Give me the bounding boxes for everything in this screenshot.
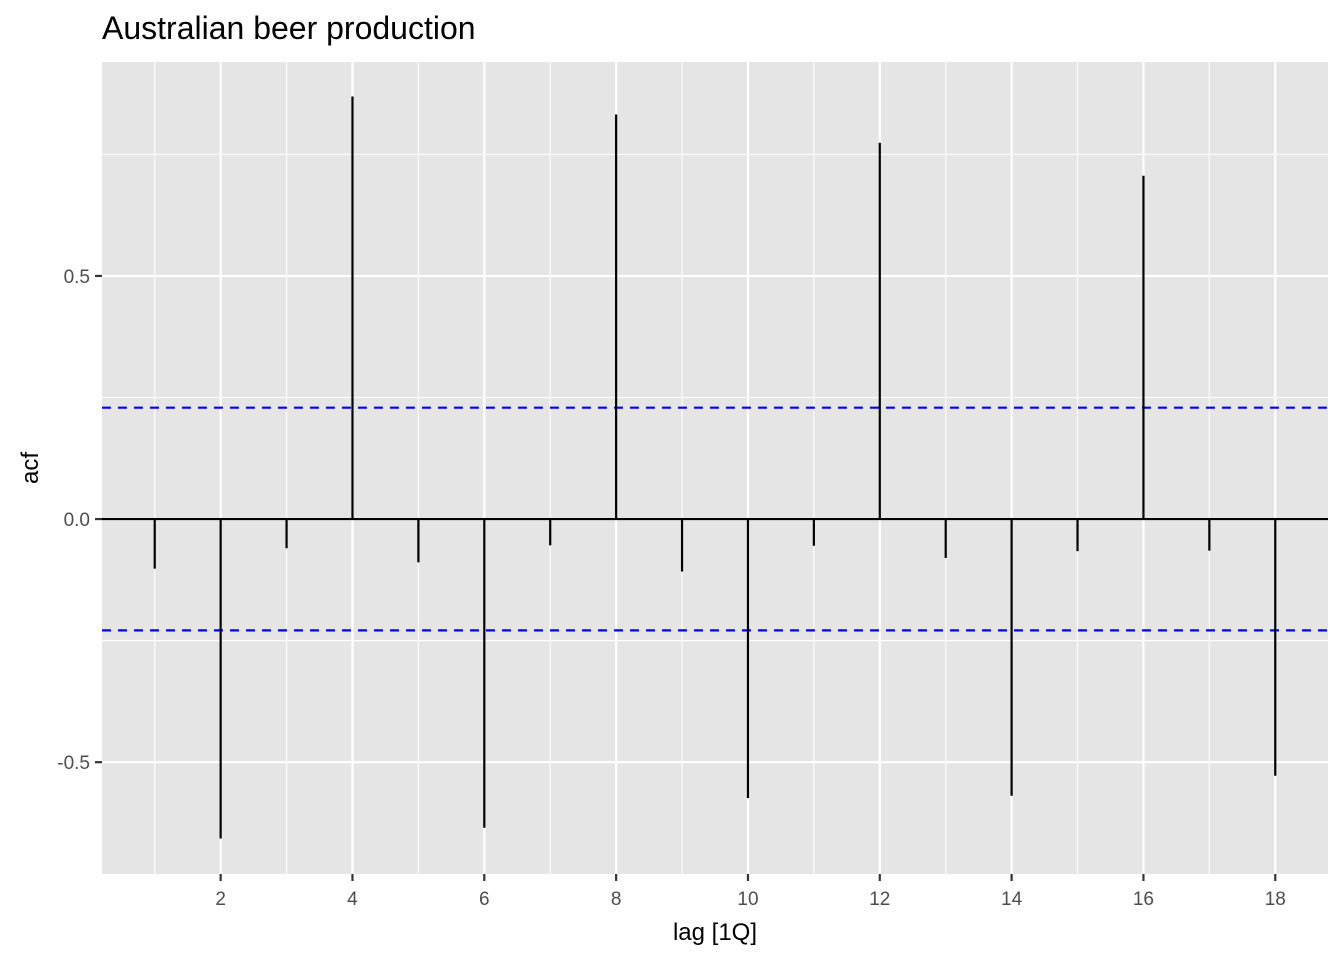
- x-axis: 2 4 6 8 10 12 14 16 18: [215, 874, 1286, 910]
- plot-panel: [102, 62, 1328, 874]
- x-tick-label: 14: [1001, 889, 1023, 910]
- x-tick-label: 2: [215, 889, 226, 910]
- y-tick-label: 0.5: [64, 267, 90, 288]
- x-tick-label: 16: [1133, 889, 1154, 910]
- x-axis-title: lag [1Q]: [673, 919, 757, 946]
- x-tick-label: 6: [479, 889, 490, 910]
- x-tick-label: 10: [737, 889, 758, 910]
- y-axis-title: acf: [17, 452, 44, 484]
- acf-bars: [153, 96, 1277, 839]
- x-tick-label: 4: [347, 889, 358, 910]
- x-tick-label: 18: [1265, 889, 1286, 910]
- confidence-limits: [102, 406, 1328, 632]
- x-tick-label: 8: [611, 889, 622, 910]
- x-tick-label: 12: [869, 889, 890, 910]
- chart-title: Australian beer production: [102, 10, 476, 46]
- y-axis: -0.5 0.0 0.5: [57, 267, 102, 774]
- y-tick-label: -0.5: [57, 753, 90, 774]
- y-tick-label: 0.0: [64, 510, 90, 531]
- minor-gridlines: [102, 62, 1328, 874]
